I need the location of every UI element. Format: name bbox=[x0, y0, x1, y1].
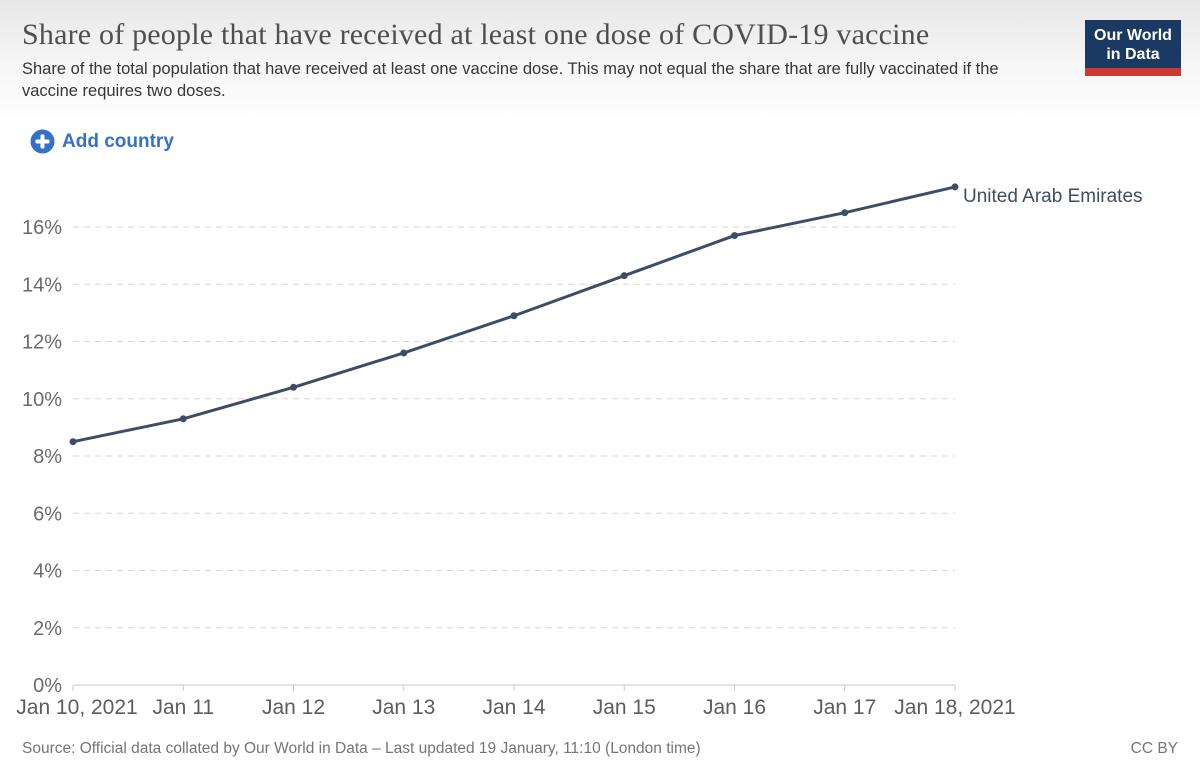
svg-text:2%: 2% bbox=[33, 618, 62, 640]
svg-text:Jan 10, 2021: Jan 10, 2021 bbox=[16, 696, 137, 719]
vaccination-line-chart[interactable]: 0% 2% 4% 6% 8% 10% 12% 14% 16% Jan 10, 2021 Jan 11… bbox=[0, 170, 1200, 730]
owid-logo-line2: in Data bbox=[1106, 46, 1160, 63]
svg-text:Jan 13: Jan 13 bbox=[372, 696, 435, 719]
svg-text:8%: 8% bbox=[33, 446, 62, 468]
license-link[interactable]: CC BY bbox=[1130, 740, 1178, 757]
svg-text:Jan 16: Jan 16 bbox=[703, 696, 766, 719]
svg-text:0%: 0% bbox=[33, 675, 62, 697]
chart-footer: Source: Official data collated by Our Wo… bbox=[22, 740, 1178, 758]
svg-text:Jan 12: Jan 12 bbox=[262, 696, 325, 719]
page-title: Share of people that have received at le… bbox=[22, 18, 930, 51]
svg-text:Jan 15: Jan 15 bbox=[593, 696, 656, 719]
svg-text:14%: 14% bbox=[22, 274, 62, 296]
owid-logo: Our World in Data bbox=[1085, 20, 1181, 76]
svg-text:Jan 11: Jan 11 bbox=[153, 696, 215, 719]
svg-text:Jan 14: Jan 14 bbox=[482, 696, 545, 719]
svg-text:4%: 4% bbox=[33, 561, 62, 583]
owid-logo-line1: Our World bbox=[1094, 27, 1172, 44]
svg-text:6%: 6% bbox=[33, 503, 62, 525]
chart-subtitle: Share of the total population that have … bbox=[22, 60, 999, 100]
svg-text:Jan 17: Jan 17 bbox=[813, 696, 876, 719]
svg-text:Jan 18, 2021: Jan 18, 2021 bbox=[894, 696, 1015, 719]
add-country-label: Add country bbox=[62, 130, 174, 152]
source-note: Source: Official data collated by Our Wo… bbox=[22, 740, 701, 757]
svg-text:United Arab Emirates: United Arab Emirates bbox=[963, 186, 1143, 207]
plus-circle-icon bbox=[30, 129, 55, 154]
svg-text:12%: 12% bbox=[22, 332, 62, 354]
add-country-button[interactable]: Add country bbox=[30, 129, 174, 154]
svg-text:16%: 16% bbox=[22, 217, 62, 239]
svg-text:10%: 10% bbox=[22, 389, 62, 411]
